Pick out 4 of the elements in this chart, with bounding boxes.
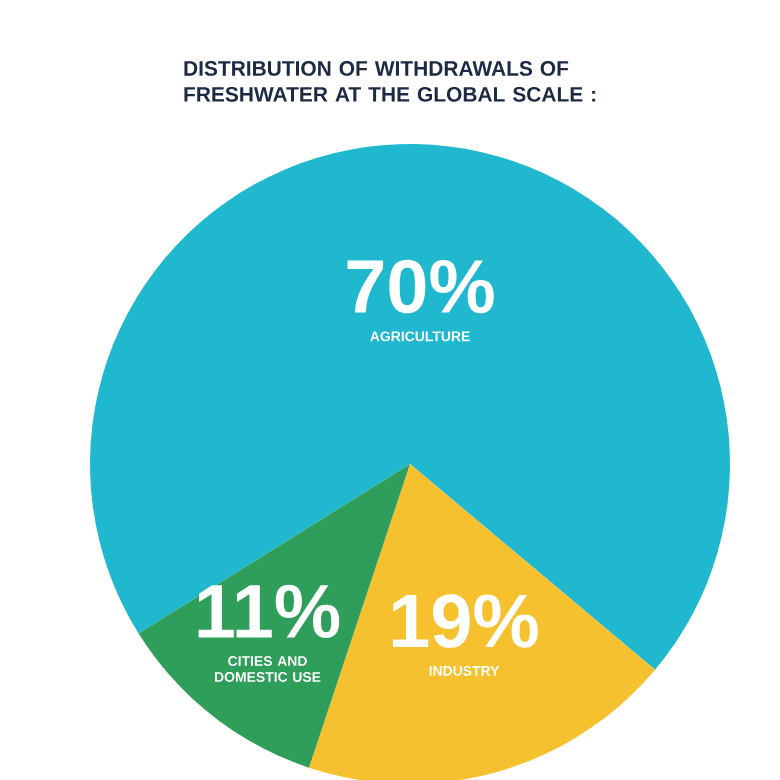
data-label: 70% <box>347 259 494 314</box>
data-label: 11% <box>198 584 340 639</box>
chart-title: DISTRIBUTION OF WITHDRAWALS OF FRESHWATER AT THE GLOBAL SCALE : <box>184 61 596 102</box>
data-label: 19% <box>393 594 538 648</box>
